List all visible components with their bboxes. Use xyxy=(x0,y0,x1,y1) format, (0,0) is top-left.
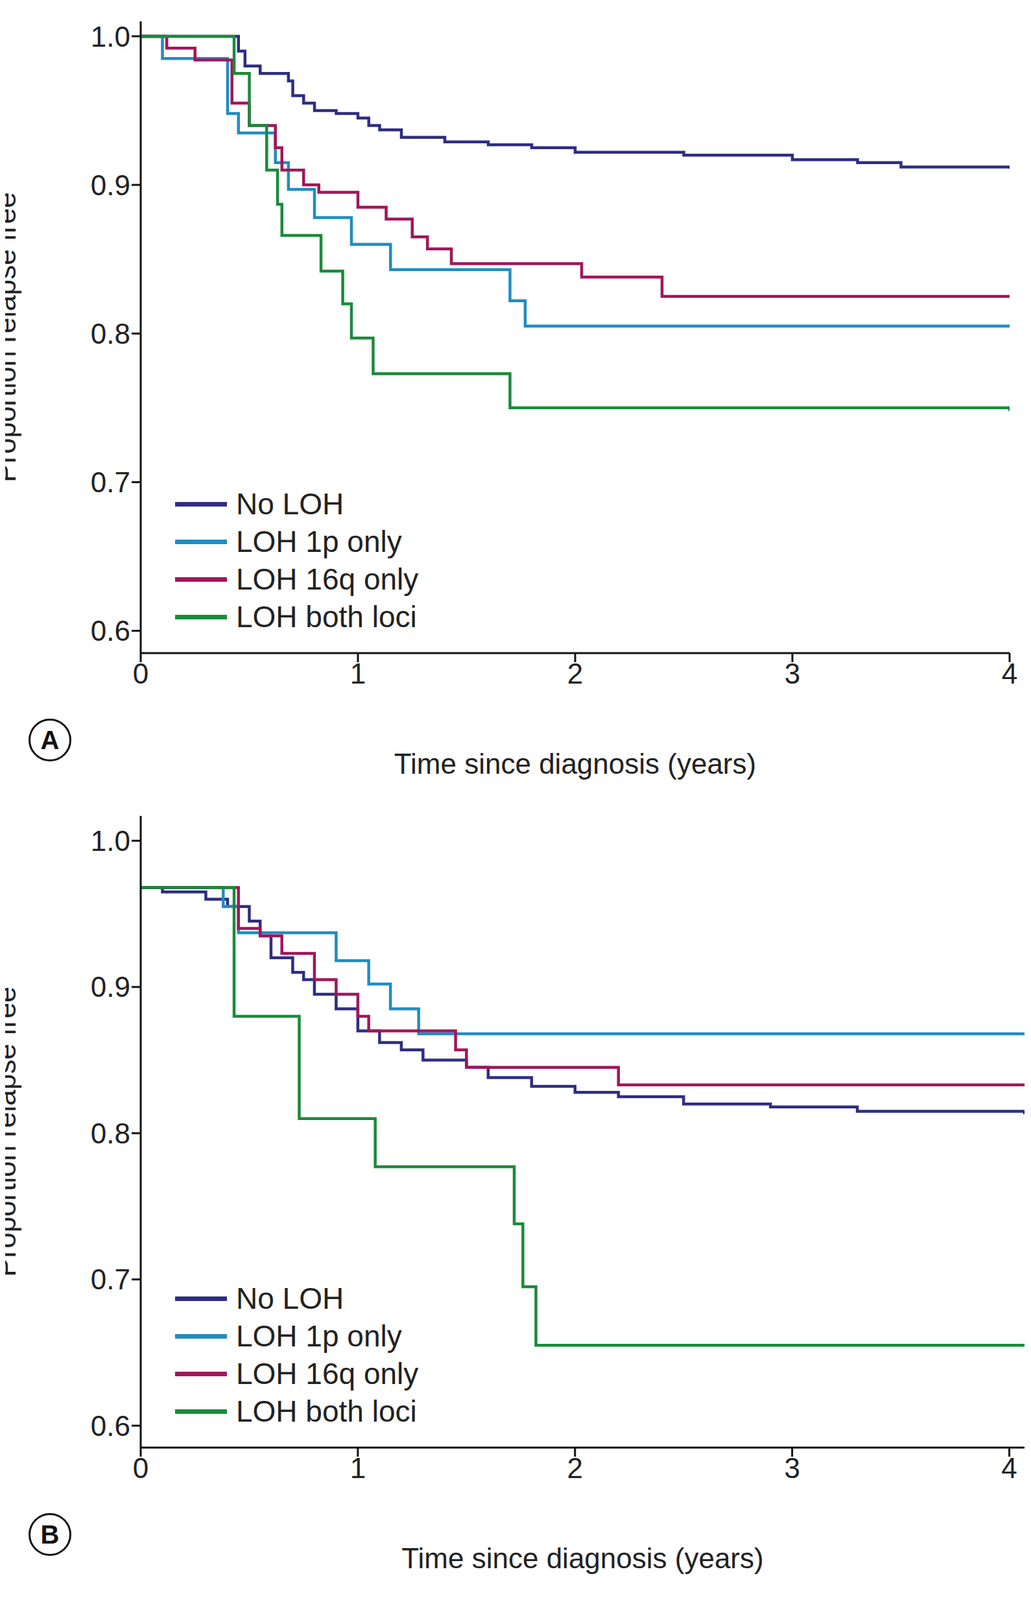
svg-text:1: 1 xyxy=(350,1451,366,1484)
svg-text:1: 1 xyxy=(350,657,366,690)
svg-text:0.6: 0.6 xyxy=(90,614,131,647)
html-text:LOH 1p only: LOH 1p only xyxy=(236,1318,402,1353)
html-text:LOH both loci: LOH both loci xyxy=(236,1394,417,1428)
svg-text:0.7: 0.7 xyxy=(90,466,131,498)
svg-text:1.0: 1.0 xyxy=(90,824,131,857)
svg-text:4: 4 xyxy=(1001,1451,1017,1484)
html-text:LOH 16q only: LOH 16q only xyxy=(236,1356,419,1391)
svg-text:Time since diagnosis (years): Time since diagnosis (years) xyxy=(401,1541,764,1574)
svg-text:0.9: 0.9 xyxy=(90,169,131,202)
svg-text:0.8: 0.8 xyxy=(90,1117,131,1150)
svg-text:0.9: 0.9 xyxy=(90,970,131,1003)
svg-text:0.7: 0.7 xyxy=(90,1263,131,1295)
svg-text:1.0: 1.0 xyxy=(90,20,131,53)
html-text:A: A xyxy=(40,725,60,754)
html-text:LOH 1p only: LOH 1p only xyxy=(236,524,402,559)
svg-text:Proportion relapse free: Proportion relapse free xyxy=(5,986,22,1277)
svg-text:2: 2 xyxy=(567,657,583,690)
svg-text:0.6: 0.6 xyxy=(90,1409,131,1442)
html-text:LOH both loci: LOH both loci xyxy=(236,599,417,634)
svg-text:0.8: 0.8 xyxy=(90,317,131,350)
svg-text:4: 4 xyxy=(1001,657,1018,690)
html-text:No LOH: No LOH xyxy=(236,1281,344,1316)
html-text:LOH 16q only: LOH 16q only xyxy=(236,562,419,596)
svg-text:0: 0 xyxy=(132,657,149,690)
svg-text:2: 2 xyxy=(567,1451,583,1484)
svg-text:3: 3 xyxy=(784,657,801,690)
html-text:No LOH: No LOH xyxy=(236,486,344,521)
svg-text:Proportion relapse free: Proportion relapse free xyxy=(5,191,22,483)
svg-text:0: 0 xyxy=(132,1451,149,1484)
svg-text:3: 3 xyxy=(783,1451,800,1484)
html-text:B: B xyxy=(40,1519,60,1549)
svg-text:Time since diagnosis (years): Time since diagnosis (years) xyxy=(394,747,757,780)
